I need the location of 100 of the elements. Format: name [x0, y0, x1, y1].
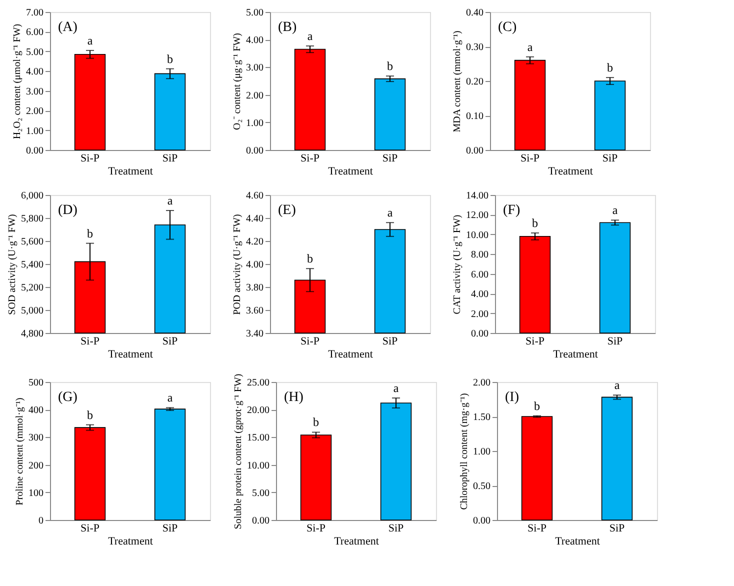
y-tick-label: 0.00 [466, 146, 484, 156]
annotation: (G) [58, 390, 78, 405]
y-tick-label: 0.30 [466, 42, 484, 53]
y-tick-label: 100 [28, 488, 44, 499]
y-tick-label: 2.00 [26, 106, 44, 118]
y-tick-label: 0.00 [26, 146, 44, 156]
annotation: a [167, 194, 174, 208]
x-tick-label: SiP [388, 522, 404, 534]
annotation: b [167, 52, 173, 66]
y-tick-label: 4,800 [21, 328, 44, 340]
y-tick-label: 14.00 [466, 190, 488, 202]
x-tick-label: Si-P [300, 336, 320, 348]
y-tick-label: 0.00 [252, 516, 270, 526]
y-tick-label: 2.00 [471, 308, 488, 320]
annotation: a [393, 381, 400, 396]
y-tick-label: 0.40 [466, 8, 484, 18]
y-tick-label: 1.00 [26, 126, 44, 137]
x-axis-title: Treatment [555, 536, 600, 548]
annotation: b [87, 408, 93, 422]
y-axis-title: Soluble protein content (gprot·g⁻¹ FW) [233, 374, 244, 530]
annotation: (C) [498, 20, 517, 35]
annotation: a [612, 203, 618, 218]
y-axis-title: MDA content (mmol·g⁻¹) [452, 30, 463, 132]
x-tick-label: Si-P [306, 522, 326, 534]
y-tick-label: 15.00 [247, 432, 270, 444]
y-tick-label: 3.00 [246, 62, 264, 74]
x-axis-title: Treatment [548, 166, 593, 178]
x-axis-title: Treatment [328, 166, 373, 178]
y-axis-title: O₂⁻ content (μg·g⁻¹ FW) [232, 33, 243, 130]
y-tick-label: 5.00 [252, 488, 270, 499]
x-axis-title: Treatment [108, 536, 153, 548]
y-tick-label: 1.00 [246, 118, 264, 129]
y-axis-title: SOD activity (U·g⁻¹ FW) [7, 214, 18, 315]
y-tick-label: 5,400 [21, 260, 44, 270]
x-tick-label: Si-P [300, 152, 320, 164]
y-axis-title: CAT activity (U·g⁻¹ FW) [452, 214, 463, 314]
annotation: b [307, 252, 313, 266]
y-tick-label: 5.00 [246, 8, 264, 18]
x-tick-label: SiP [607, 336, 623, 348]
annotation: (E) [278, 203, 296, 218]
y-tick-label: 0.20 [466, 76, 484, 88]
y-tick-label: 3.80 [246, 282, 264, 294]
y-tick-label: 4.00 [246, 35, 264, 46]
annotation: a [527, 40, 534, 54]
annotation: (I) [505, 390, 520, 405]
y-tick-label: 6.00 [26, 27, 44, 38]
annotation: a [387, 206, 394, 220]
x-tick-label: SiP [162, 152, 178, 164]
y-tick-label: 2.00 [246, 90, 264, 102]
annotation: (F) [503, 203, 520, 218]
y-tick-label: 4.60 [246, 190, 264, 202]
x-tick-label: Si-P [80, 152, 100, 164]
x-tick-label: SiP [162, 336, 178, 348]
y-axis-title: H₂O₂ content (μmol·g⁻¹ FW) [12, 24, 23, 140]
y-tick-label: 7.00 [26, 8, 44, 18]
x-tick-label: SiP [382, 152, 398, 164]
y-tick-label: 12.00 [466, 210, 488, 222]
y-tick-label: 0.50 [473, 481, 490, 492]
y-tick-label: 0 [38, 516, 44, 526]
x-axis-title: Treatment [334, 536, 379, 548]
y-tick-label: 0.00 [473, 516, 490, 526]
y-tick-label: 0.10 [466, 111, 484, 122]
annotation: b [532, 216, 538, 230]
y-tick-label: 5.00 [26, 46, 44, 58]
x-tick-label: Si-P [80, 336, 100, 348]
annotation: b [313, 415, 319, 430]
y-tick-label: 5,200 [21, 282, 44, 294]
y-axis-title: Chlorophyll content (mg·g⁻¹) [459, 393, 470, 510]
annotation: b [387, 59, 393, 74]
annotation: a [614, 378, 620, 392]
y-tick-label: 6,000 [21, 190, 44, 202]
annotation: a [307, 28, 314, 43]
annotation: b [607, 60, 613, 75]
x-tick-label: Si-P [80, 522, 100, 534]
y-tick-label: 3.60 [246, 306, 264, 316]
annotation: b [534, 398, 540, 413]
annotation: b [87, 226, 93, 240]
y-tick-label: 5,000 [21, 306, 44, 316]
annotation: (D) [58, 203, 78, 218]
y-tick-label: 20.00 [247, 405, 270, 416]
y-tick-label: 3.40 [246, 328, 264, 340]
y-tick-label: 4.20 [246, 236, 264, 248]
x-tick-label: Si-P [526, 336, 544, 348]
y-tick-label: 400 [28, 405, 44, 416]
y-tick-label: 4.00 [26, 66, 44, 78]
y-tick-label: 500 [28, 378, 44, 388]
x-tick-label: Si-P [528, 522, 546, 534]
y-tick-label: 5,600 [21, 236, 44, 248]
y-tick-label: 1.50 [473, 412, 490, 423]
y-tick-label: 4.00 [471, 289, 488, 300]
y-tick-label: 10.00 [466, 230, 488, 241]
y-axis-title: POD activity (U·g⁻¹ FW) [232, 214, 243, 315]
y-axis-title: Proline content (mmol·g⁻¹) [14, 398, 26, 506]
annotation: a [167, 390, 174, 405]
x-tick-label: Si-P [520, 152, 540, 164]
y-tick-label: 2.00 [473, 378, 490, 388]
annotation: (B) [278, 20, 297, 35]
y-tick-label: 3.00 [26, 86, 44, 98]
y-tick-label: 1.00 [473, 446, 490, 458]
annotation: (A) [58, 20, 78, 35]
